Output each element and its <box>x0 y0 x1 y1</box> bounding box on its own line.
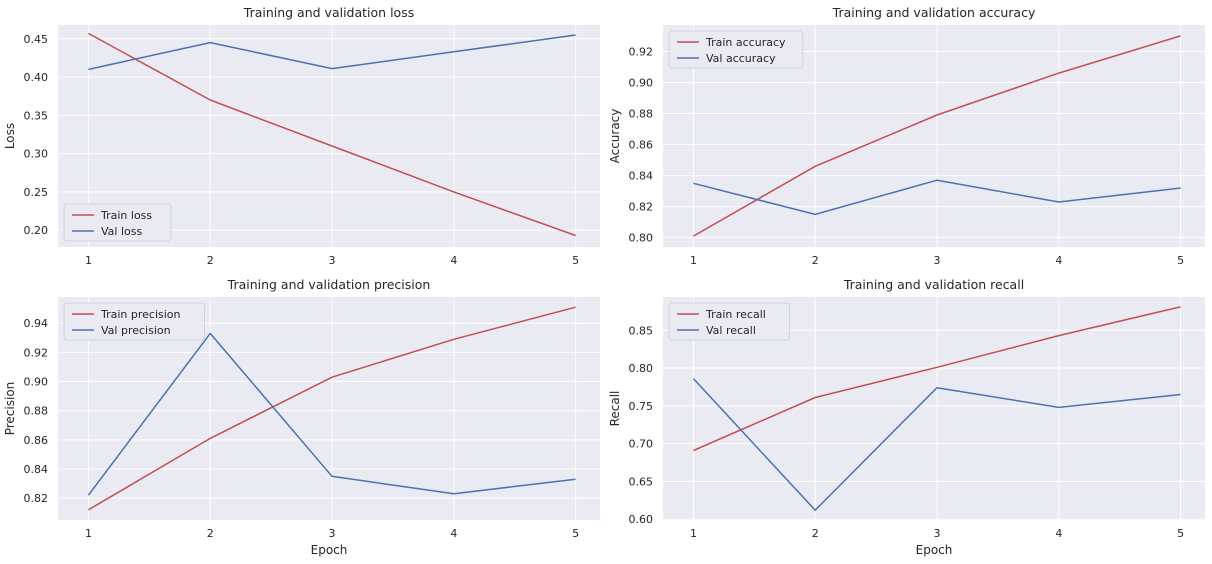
x-tick-label: 1 <box>690 527 697 540</box>
y-tick-label: 0.92 <box>24 346 49 359</box>
x-tick-label: 1 <box>690 254 697 267</box>
legend: Train accuracy Val accuracy <box>668 30 804 69</box>
series-line-val-accuracy <box>693 179 1181 216</box>
series-line-val-precision <box>87 332 576 496</box>
y-tick-label: 0.45 <box>24 33 49 46</box>
x-tick-label: 1 <box>85 527 92 540</box>
legend: Train precision Val precision <box>63 302 205 341</box>
y-tick-label: 0.80 <box>629 232 654 245</box>
y-axis-label: Recall <box>608 391 622 427</box>
y-tick-label: 0.90 <box>24 376 49 389</box>
y-tick-label: 0.75 <box>629 400 654 413</box>
x-tick-label: 5 <box>572 254 579 267</box>
legend-label: Val recall <box>706 324 756 337</box>
legend-label: Val loss <box>101 225 142 238</box>
legend-label: Train accuracy <box>705 36 786 49</box>
y-tick-label: 0.84 <box>24 463 49 476</box>
y-tick-label: 0.86 <box>629 139 654 152</box>
series-line-train-precision <box>88 306 576 511</box>
x-tick-label: 3 <box>329 527 336 540</box>
y-tick-label: 0.86 <box>24 434 49 447</box>
legend: Train recall Val recall <box>668 302 790 341</box>
y-tick-label: 0.90 <box>629 76 654 89</box>
panel-1: 1 2 3 4 5 0.20 0.25 0.30 0.35 0.40 0.45 Training an… <box>3 5 600 267</box>
x-axis-label: Epoch <box>311 543 348 557</box>
chart-title: Training and validation recall <box>843 277 1024 292</box>
chart-title: Training and validation loss <box>243 5 414 20</box>
x-axis-label: Epoch <box>916 543 953 557</box>
series-line-val-recall <box>692 378 1181 511</box>
legend-label: Val precision <box>101 324 171 337</box>
panel-4: 1 2 3 4 5 0.60 0.65 0.70 0.75 0.80 0.85 Training an… <box>608 277 1205 557</box>
y-tick-label: 0.82 <box>24 492 49 505</box>
x-tick-label: 3 <box>934 527 941 540</box>
series-line-train-recall <box>693 306 1181 452</box>
x-tick-label: 4 <box>1055 527 1062 540</box>
legend-label: Train loss <box>100 209 152 222</box>
legend-box <box>63 302 205 341</box>
x-tick-label: 4 <box>450 254 457 267</box>
chart-title: Training and validation precision <box>227 277 431 292</box>
x-tick-label: 3 <box>934 254 941 267</box>
x-tick-label: 5 <box>572 527 579 540</box>
series-line-val-loss <box>88 34 576 71</box>
series-line-train-accuracy <box>693 35 1181 237</box>
y-tick-label: 0.82 <box>629 201 654 214</box>
y-tick-label: 0.92 <box>629 45 654 58</box>
y-tick-label: 0.65 <box>629 475 654 488</box>
x-tick-label: 2 <box>812 527 819 540</box>
y-tick-label: 0.88 <box>24 405 49 418</box>
panel-2: 1 2 3 4 5 0.80 0.82 0.84 0.86 0.88 0.90 0.92 Trainin… <box>608 5 1205 267</box>
y-tick-label: 0.35 <box>24 109 49 122</box>
y-tick-label: 0.30 <box>24 148 49 161</box>
x-tick-label: 5 <box>1177 254 1184 267</box>
y-tick-label: 0.94 <box>24 317 49 330</box>
legend-label: Train precision <box>100 308 181 321</box>
x-tick-label: 1 <box>85 254 92 267</box>
x-tick-label: 2 <box>207 254 214 267</box>
y-tick-label: 0.80 <box>629 362 654 375</box>
legend-box <box>668 30 804 69</box>
x-tick-label: 4 <box>1055 254 1062 267</box>
y-tick-label: 0.20 <box>24 224 49 237</box>
legend-box <box>668 302 790 341</box>
x-tick-label: 2 <box>207 527 214 540</box>
y-axis-label: Loss <box>3 123 17 149</box>
y-tick-label: 0.85 <box>629 324 654 337</box>
x-tick-label: 4 <box>450 527 457 540</box>
legend-label: Val accuracy <box>706 52 776 65</box>
y-tick-label: 0.40 <box>24 71 49 84</box>
y-tick-label: 0.60 <box>629 513 654 526</box>
y-axis-label: Precision <box>3 382 17 436</box>
legend: Train loss Val loss <box>63 203 172 242</box>
legend-label: Train recall <box>705 308 766 321</box>
chart-title: Training and validation accuracy <box>832 5 1036 20</box>
y-tick-label: 0.25 <box>24 186 49 199</box>
x-tick-label: 2 <box>812 254 819 267</box>
x-tick-label: 3 <box>329 254 336 267</box>
panel-3: 1 2 3 4 5 0.82 0.84 0.86 0.88 0.90 0.92 0.94 Trainin… <box>3 277 600 557</box>
y-tick-label: 0.84 <box>629 170 654 183</box>
y-tick-label: 0.88 <box>629 107 654 120</box>
y-axis-label: Accuracy <box>608 109 622 164</box>
y-tick-label: 0.70 <box>629 438 654 451</box>
x-tick-label: 5 <box>1177 527 1184 540</box>
series-line-train-loss <box>88 32 576 237</box>
